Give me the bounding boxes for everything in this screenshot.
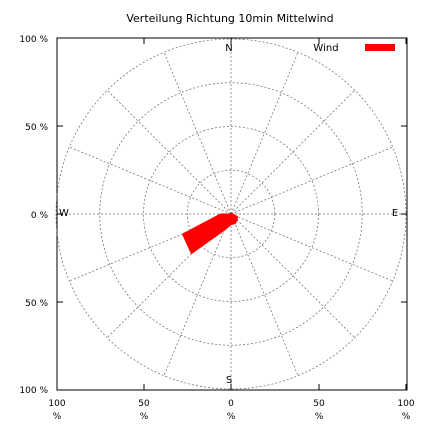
- series-polygon-wind: [181, 212, 239, 255]
- x-tick-unit: %: [402, 412, 411, 422]
- grid-ring: [186, 169, 276, 259]
- legend-label: Wind: [313, 43, 338, 54]
- x-tick-unit: %: [53, 412, 62, 422]
- chart-title: Verteilung Richtung 10min Mittelwind: [126, 12, 333, 25]
- grid-spoke: [230, 213, 355, 338]
- x-tick-unit: %: [315, 412, 324, 422]
- x-tick-labels: 100 50 0 50 100 % % % % %: [48, 399, 414, 422]
- y-tick-label: 0 %: [31, 211, 49, 221]
- compass-north-label: N: [225, 43, 232, 54]
- grid-spoke: [163, 52, 232, 215]
- y-tick-label: 100 %: [19, 386, 48, 396]
- x-tick-unit: %: [227, 412, 236, 422]
- y-tick-label: 50 %: [25, 123, 48, 133]
- x-tick-label: 50: [313, 399, 325, 409]
- grid-spoke: [230, 146, 393, 215]
- grid-spoke: [230, 213, 393, 282]
- x-tick-label: 0: [228, 399, 234, 409]
- grid-spoke: [230, 213, 299, 376]
- grid-spoke: [69, 146, 232, 215]
- x-tick-unit: %: [140, 412, 149, 422]
- grid-ring: [99, 82, 363, 346]
- x-tick-label: 50: [138, 399, 150, 409]
- grid-spoke: [230, 52, 299, 215]
- series-layer: [181, 212, 239, 255]
- compass-east-label: E: [392, 208, 398, 219]
- grid-spoke: [230, 90, 355, 215]
- legend-swatch: [365, 44, 395, 51]
- y-tick-labels: 100 % 50 % 0 % 50 % 100 %: [19, 35, 48, 396]
- x-tick-label: 100: [48, 399, 65, 409]
- x-tick-label: 100: [397, 399, 414, 409]
- grid-spoke: [107, 90, 232, 215]
- grid-spoke: [163, 213, 232, 376]
- compass-south-label: S: [226, 375, 232, 386]
- y-tick-label: 100 %: [19, 35, 48, 45]
- compass-west-label: W: [59, 208, 69, 219]
- axis-ticks: [56, 37, 407, 391]
- grid-ring: [143, 126, 319, 302]
- y-tick-label: 50 %: [25, 299, 48, 309]
